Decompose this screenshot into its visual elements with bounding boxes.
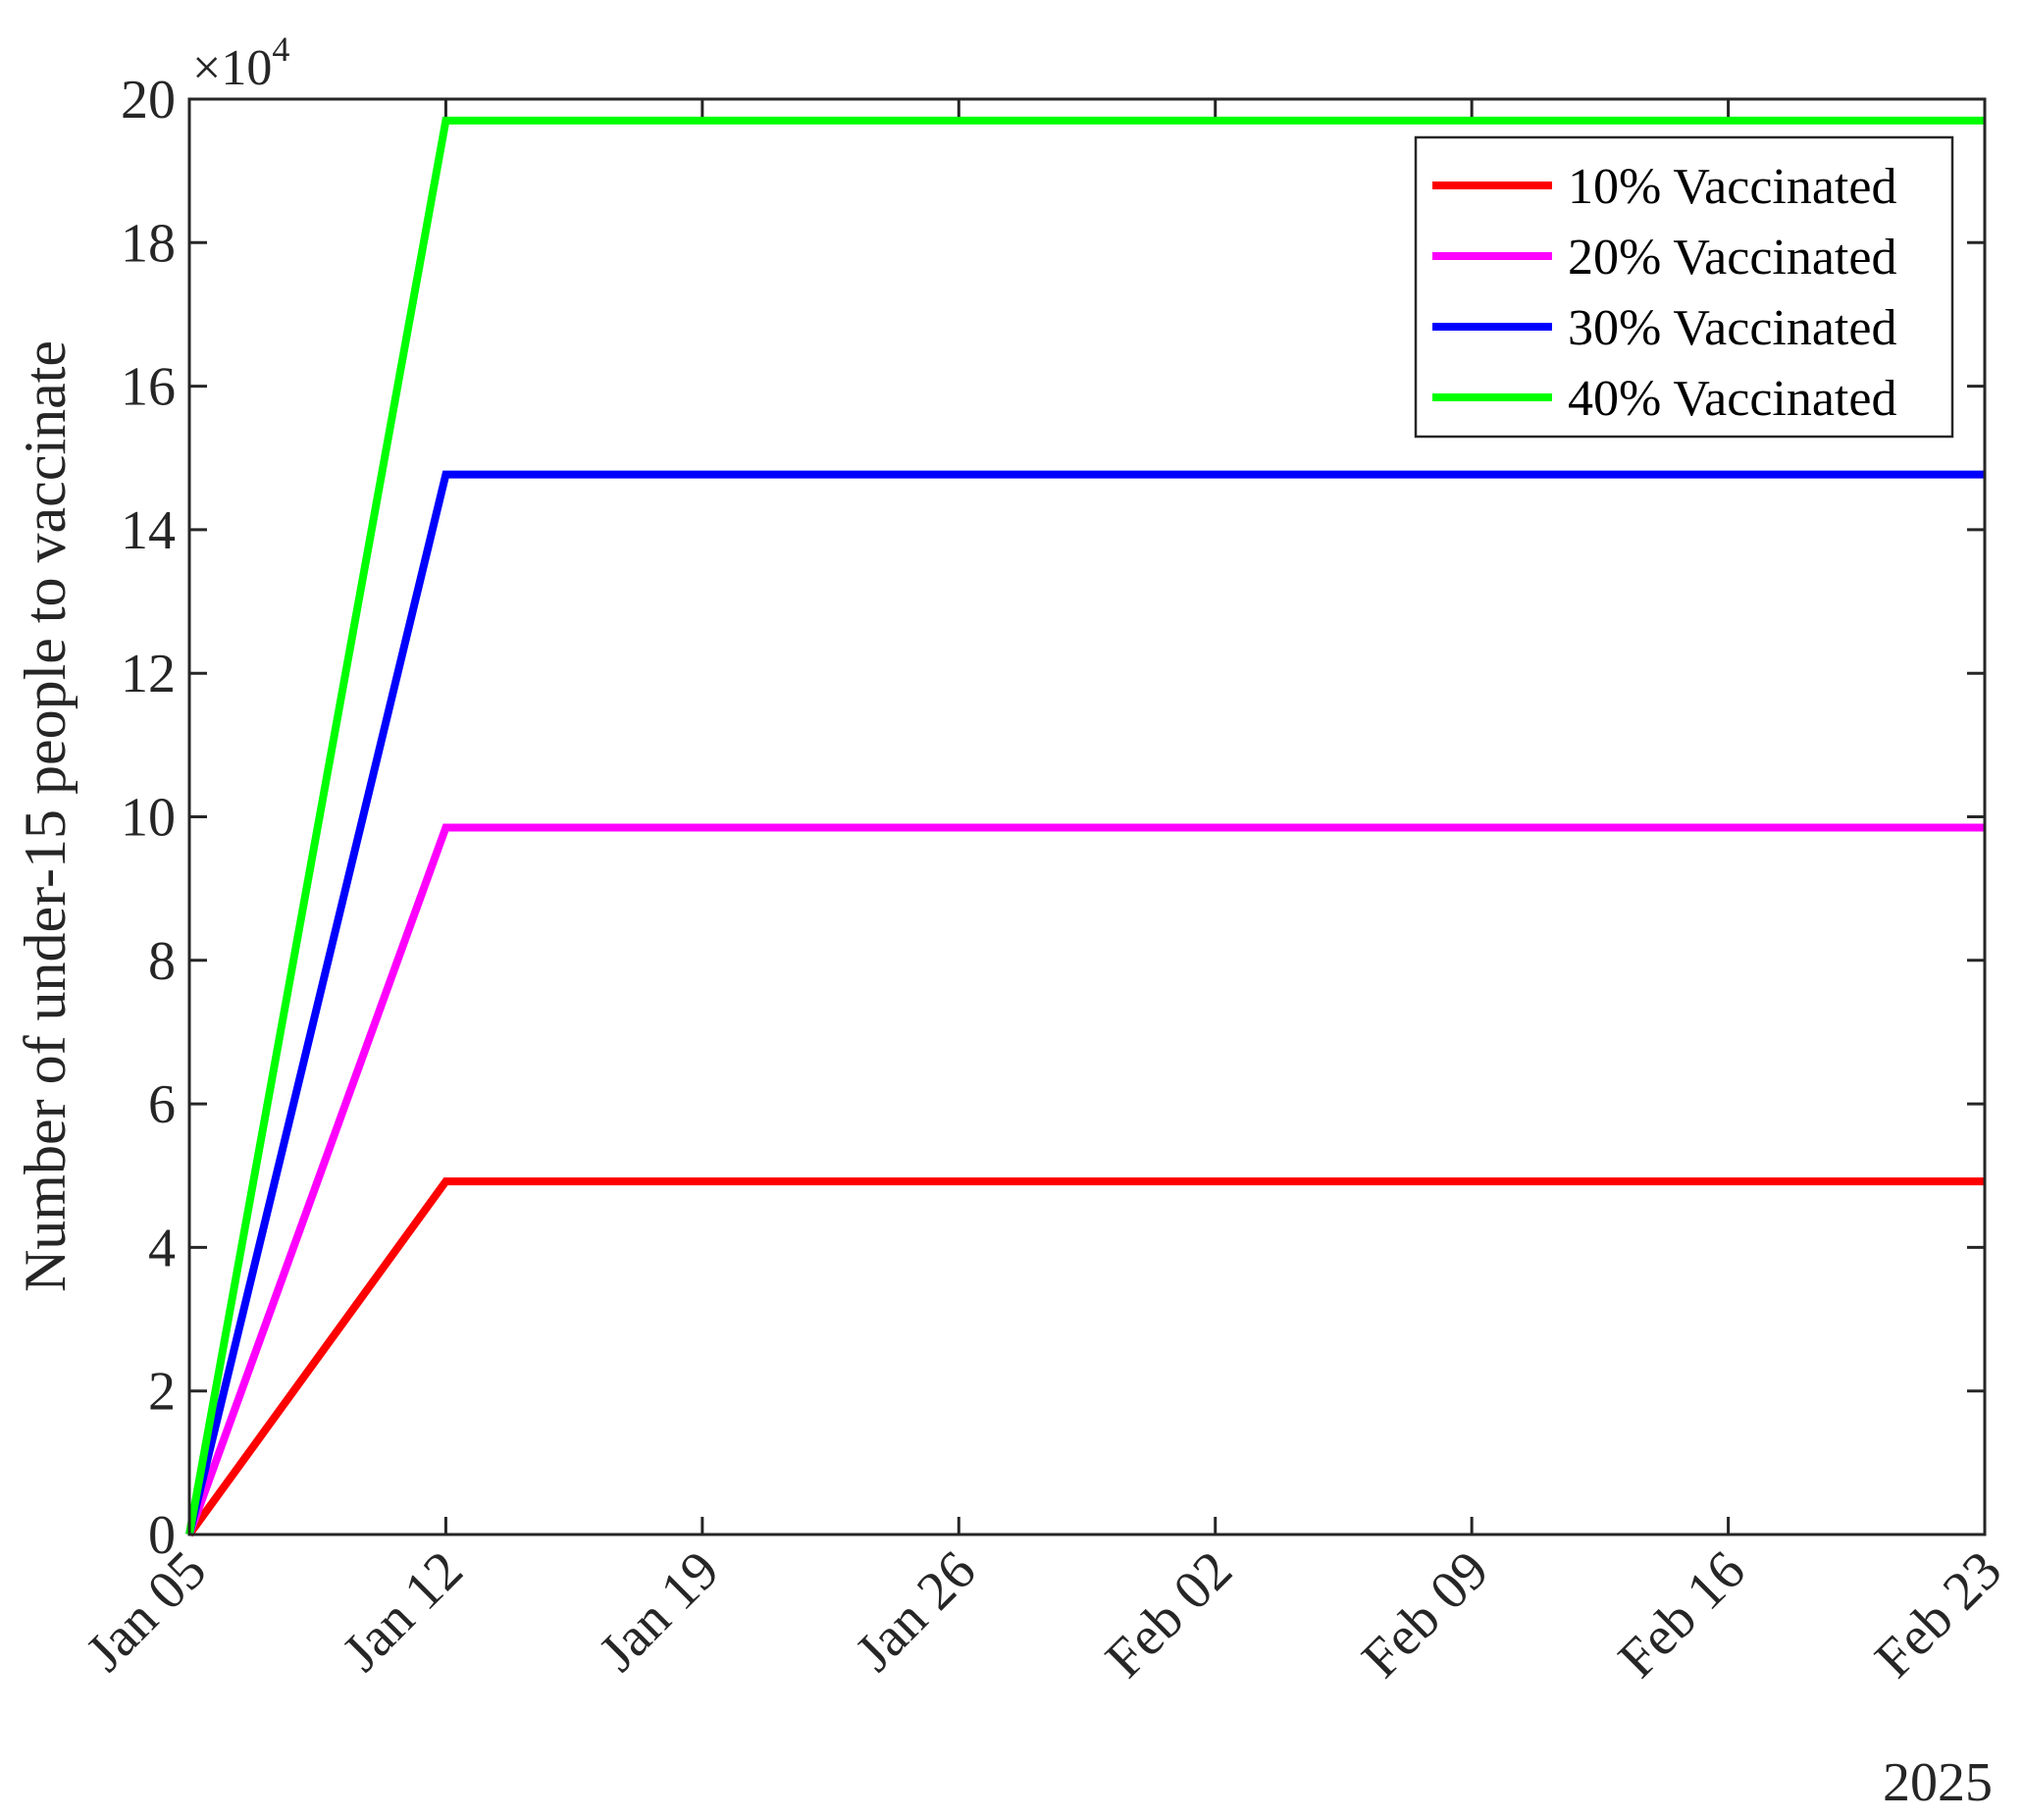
- y-axis-multiplier: ×104: [192, 29, 289, 96]
- x-tick-label: Jan 26: [844, 1539, 987, 1683]
- series-line-1: [185, 1177, 1985, 1537]
- y-tick-label: 16: [121, 357, 176, 418]
- y-tick-label: 0: [148, 1505, 176, 1566]
- x-tick-label: Jan 05: [75, 1539, 218, 1683]
- x-tick-label: Feb 23: [1863, 1539, 2013, 1690]
- y-tick-label: 14: [121, 500, 176, 561]
- legend-entry-label: 10% Vaccinated: [1568, 159, 1896, 215]
- y-axis-label: Number of under-15 people to vaccinate: [13, 340, 78, 1292]
- y-tick-label: 8: [148, 931, 176, 992]
- y-tick-label: 12: [121, 644, 176, 704]
- legend-entry-label: 20% Vaccinated: [1568, 230, 1896, 286]
- y-axis: 0 2 4 6 8 10 12 14 16 18 20: [121, 70, 1985, 1566]
- y-tick-label: 2: [148, 1362, 176, 1423]
- y-tick-label: 4: [148, 1218, 176, 1278]
- y-tick-label: 18: [121, 213, 176, 274]
- y-tick-label: 6: [148, 1074, 176, 1135]
- x-tick-label: Jan 12: [331, 1539, 474, 1683]
- series-line-4: [185, 116, 1985, 1535]
- y-tick-label: 10: [121, 788, 176, 849]
- legend: 10% Vaccinated 20% Vaccinated 30% Vaccinat…: [1414, 135, 1954, 439]
- series-line-2: [185, 823, 1985, 1536]
- x-tick-label: Feb 02: [1094, 1539, 1244, 1690]
- series-layer: [185, 116, 1985, 1537]
- legend-entry-label: 30% Vaccinated: [1568, 300, 1896, 356]
- legend-entry-label: 40% Vaccinated: [1568, 371, 1896, 427]
- x-tick-label: Jan 19: [588, 1539, 731, 1683]
- x-tick-label: Feb 09: [1351, 1539, 1501, 1690]
- series-line-3: [185, 470, 1985, 1535]
- x-tick-label: Feb 16: [1607, 1539, 1757, 1690]
- y-tick-label: 20: [121, 70, 176, 130]
- x-axis-year-label: 2025: [1883, 1752, 1993, 1813]
